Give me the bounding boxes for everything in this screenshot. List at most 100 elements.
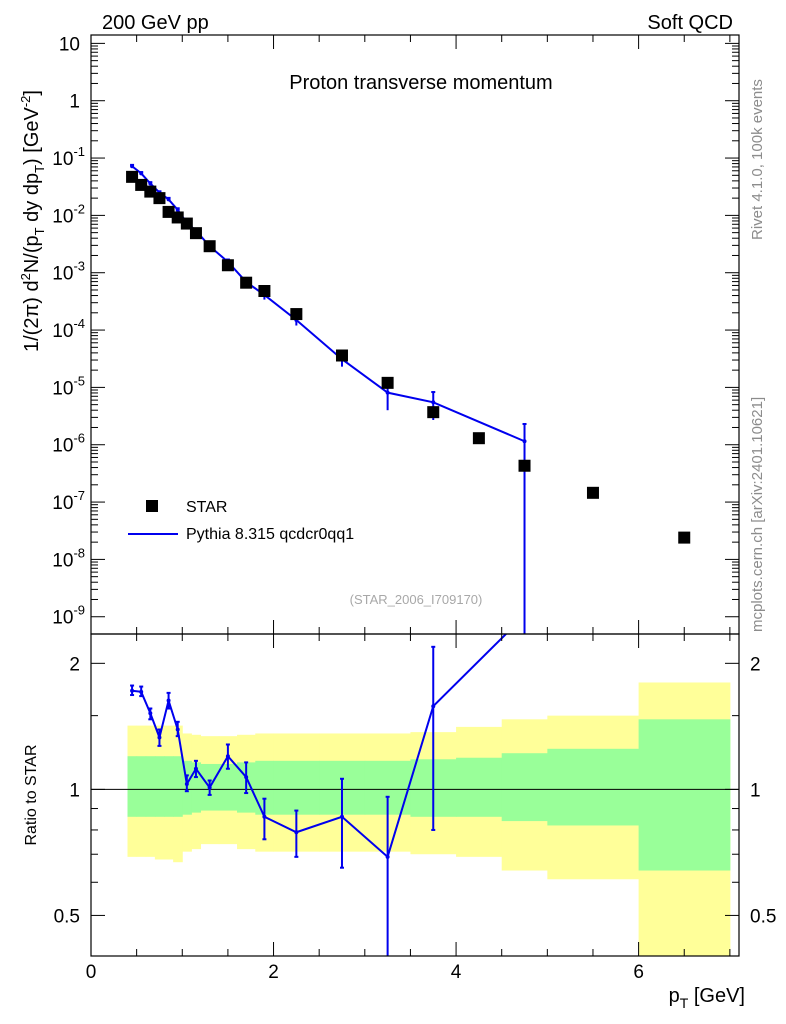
- energy-label: 200 GeV pp: [102, 12, 209, 34]
- inner-uncertainty-band: [218, 763, 238, 811]
- x-axis-label: pT [GeV]: [669, 985, 745, 1011]
- y-tick-label: 10-4: [52, 316, 85, 342]
- ratio-y-tick-label-right: 1: [750, 780, 761, 801]
- ratio-frame: [90, 633, 740, 957]
- main-y-axis-label: 1/(2π) d2N/(pT dy dpT) [GeV-2]: [18, 90, 47, 352]
- y-tick-label: 10-5: [52, 373, 85, 399]
- ratio-y-axis-label: Ratio to STAR: [23, 744, 40, 845]
- ratio-y-tick-label-right: 0.5: [750, 906, 776, 927]
- inner-uncertainty-band: [145, 756, 156, 817]
- star-point: [189, 227, 202, 240]
- star-point: [203, 240, 216, 253]
- analysis-label: (STAR_2006_I709170): [350, 592, 483, 607]
- ratio-point: [244, 775, 249, 780]
- inner-uncertainty-band: [638, 719, 731, 871]
- pythia-point: [148, 181, 153, 186]
- star-point: [171, 211, 184, 224]
- inner-uncertainty-band: [191, 762, 202, 813]
- inner-uncertainty-band: [255, 760, 275, 815]
- main-panel: Proton transverse momentum (STAR_2006_I7…: [18, 34, 740, 635]
- ratio-y-tick-label-left: 0.5: [54, 906, 80, 927]
- inner-uncertainty-band: [501, 753, 548, 822]
- ratio-point: [207, 785, 212, 790]
- ratio-point: [262, 814, 267, 819]
- ratio-point: [385, 854, 390, 859]
- star-point: [153, 192, 166, 205]
- pythia-point: [431, 400, 436, 405]
- ratio-point: [148, 711, 153, 716]
- inner-uncertainty-band: [136, 756, 147, 817]
- inner-uncertainty-band: [547, 748, 640, 826]
- ratio-point: [294, 830, 299, 835]
- pythia-point: [385, 390, 390, 395]
- ratio-panel: 0.5 0.5 1 1 2 2 0 2 4 6 Ratio to STAR pT [GeV]: [23, 633, 776, 1011]
- star-point: [240, 276, 253, 289]
- pythia-point: [522, 439, 527, 444]
- ratio-plot-content: [91, 634, 739, 956]
- pythia-point: [175, 207, 180, 212]
- y-tick-label: 10-8: [52, 545, 85, 571]
- y-tick-label: 10-6: [52, 431, 85, 457]
- star-point: [258, 284, 271, 297]
- pythia-point: [166, 197, 171, 202]
- y-tick-label: 10-2: [52, 201, 85, 227]
- source-label: mcplots.cern.ch [arXiv:2401.10621]: [749, 397, 766, 632]
- ratio-bands: [127, 682, 731, 956]
- star-point: [427, 406, 440, 419]
- pythia-point: [139, 171, 144, 176]
- x-tick-label: 2: [268, 962, 279, 983]
- y-tick-label: 1: [69, 92, 80, 113]
- inner-uncertainty-band: [456, 757, 503, 817]
- star-point: [144, 185, 157, 198]
- star-point: [126, 170, 139, 183]
- star-point: [381, 376, 394, 389]
- rivet-version-label: Rivet 4.1.0, 100k events: [749, 79, 766, 240]
- main-y-axis: 10-9 10-8 10-7 10-6 10-5 10-4 10-3 10-2 10-1 1 10: [52, 34, 739, 634]
- ratio-point: [225, 754, 230, 759]
- ratio-point: [431, 704, 436, 709]
- y-tick-label: 10-3: [52, 259, 85, 285]
- star-point: [335, 349, 348, 362]
- star-point: [472, 432, 485, 445]
- star-point: [162, 205, 175, 218]
- pythia-point: [130, 164, 135, 169]
- y-tick-label: 10-9: [52, 603, 85, 629]
- ratio-point: [130, 688, 135, 693]
- legend-star-marker: [146, 500, 158, 512]
- inner-uncertainty-band: [127, 756, 138, 817]
- inner-uncertainty-band: [154, 756, 165, 817]
- star-point: [586, 486, 599, 499]
- star-point: [221, 259, 234, 272]
- legend: STAR Pythia 8.315 qcdcr0qq1: [128, 499, 354, 543]
- ratio-point: [157, 735, 162, 740]
- ratio-point: [175, 727, 180, 732]
- star-point: [518, 459, 531, 472]
- y-tick-label: 10: [59, 34, 80, 55]
- ratio-y-tick-label-left: 2: [69, 654, 80, 675]
- ratio-point: [184, 781, 189, 786]
- chart-title: Proton transverse momentum: [289, 72, 552, 94]
- ratio-y-tick-label-left: 1: [69, 780, 80, 801]
- ratio-y-tick-label-right: 2: [750, 654, 761, 675]
- ratio-axes: 0.5 0.5 1 1 2 2 0 2 4 6: [54, 634, 776, 983]
- ratio-series: [130, 634, 508, 956]
- inner-uncertainty-band: [164, 756, 174, 817]
- y-tick-label: 10-1: [52, 144, 85, 170]
- ratio-point: [139, 689, 144, 694]
- star-point: [678, 531, 691, 544]
- category-label: Soft QCD: [647, 12, 733, 34]
- x-tick-label: 4: [451, 962, 462, 983]
- star-point: [180, 217, 193, 230]
- star-point: [290, 308, 303, 321]
- inner-uncertainty-band: [173, 756, 183, 817]
- ratio-point: [166, 698, 171, 703]
- main-plot-content: [126, 163, 691, 634]
- ratio-point: [339, 814, 344, 819]
- legend-star-label: STAR: [186, 499, 227, 516]
- legend-pythia-label: Pythia 8.315 qcdcr0qq1: [186, 526, 354, 543]
- x-tick-label: 0: [86, 962, 97, 983]
- ratio-point: [193, 766, 198, 771]
- y-tick-label: 10-7: [52, 488, 85, 514]
- x-tick-label: 6: [633, 962, 644, 983]
- main-panel-background: [91, 35, 739, 634]
